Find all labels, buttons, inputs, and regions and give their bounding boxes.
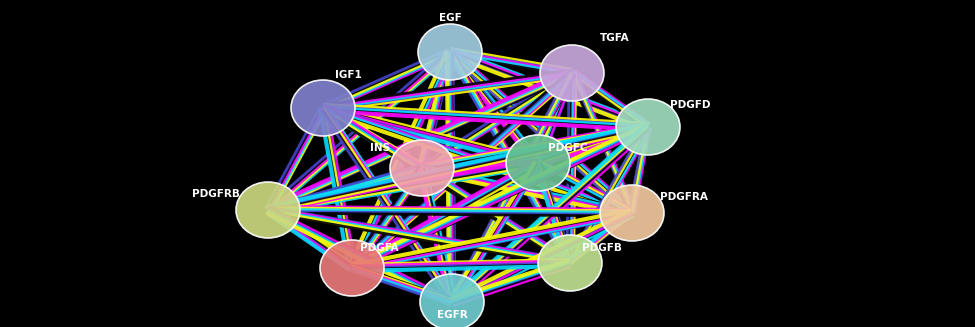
Text: TGFA: TGFA (600, 33, 630, 43)
Text: PDGFA: PDGFA (360, 243, 399, 253)
Ellipse shape (418, 24, 482, 80)
Text: EGFR: EGFR (437, 310, 467, 320)
Text: PDGFRB: PDGFRB (192, 189, 240, 199)
Ellipse shape (506, 135, 570, 191)
Text: IGF1: IGF1 (335, 70, 362, 80)
Ellipse shape (236, 182, 300, 238)
Ellipse shape (600, 185, 664, 241)
Ellipse shape (616, 99, 680, 155)
Text: EGF: EGF (439, 13, 461, 23)
Text: PDGFRA: PDGFRA (660, 192, 708, 202)
Ellipse shape (540, 45, 604, 101)
Ellipse shape (390, 140, 454, 196)
Text: INS: INS (370, 143, 390, 153)
Ellipse shape (538, 235, 602, 291)
Text: PDGFB: PDGFB (582, 243, 622, 253)
Text: PDGFD: PDGFD (670, 100, 711, 110)
Text: PDGFC: PDGFC (548, 143, 588, 153)
Ellipse shape (320, 240, 384, 296)
Ellipse shape (420, 274, 484, 327)
Ellipse shape (291, 80, 355, 136)
